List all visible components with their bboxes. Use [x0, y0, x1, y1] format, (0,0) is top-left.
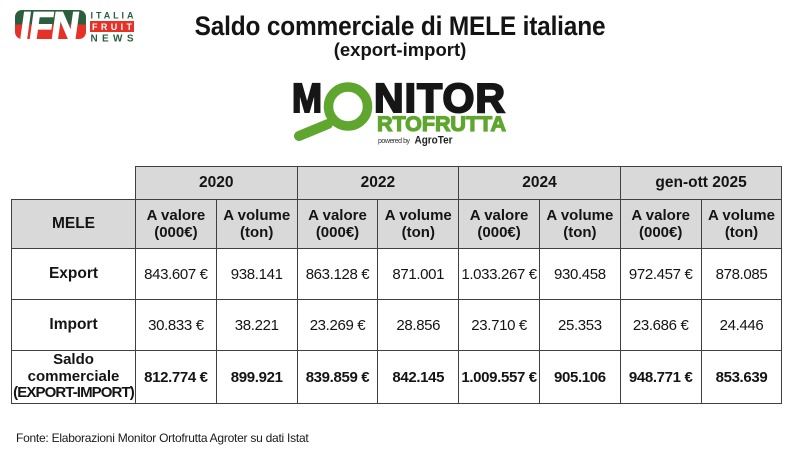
svg-text:M: M [292, 75, 322, 121]
svg-text:powered by: powered by [378, 138, 411, 145]
svg-text:IFN: IFN [17, 7, 82, 47]
svg-text:ITALIA: ITALIA [91, 11, 135, 21]
svg-text:NITOR: NITOR [374, 75, 505, 121]
svg-text:RTOFRUTTA: RTOFRUTTA [377, 112, 506, 136]
svg-text:AgroTer: AgroTer [415, 135, 454, 147]
svg-text:FRUIT: FRUIT [92, 22, 133, 32]
svg-text:NEWS: NEWS [91, 34, 134, 45]
